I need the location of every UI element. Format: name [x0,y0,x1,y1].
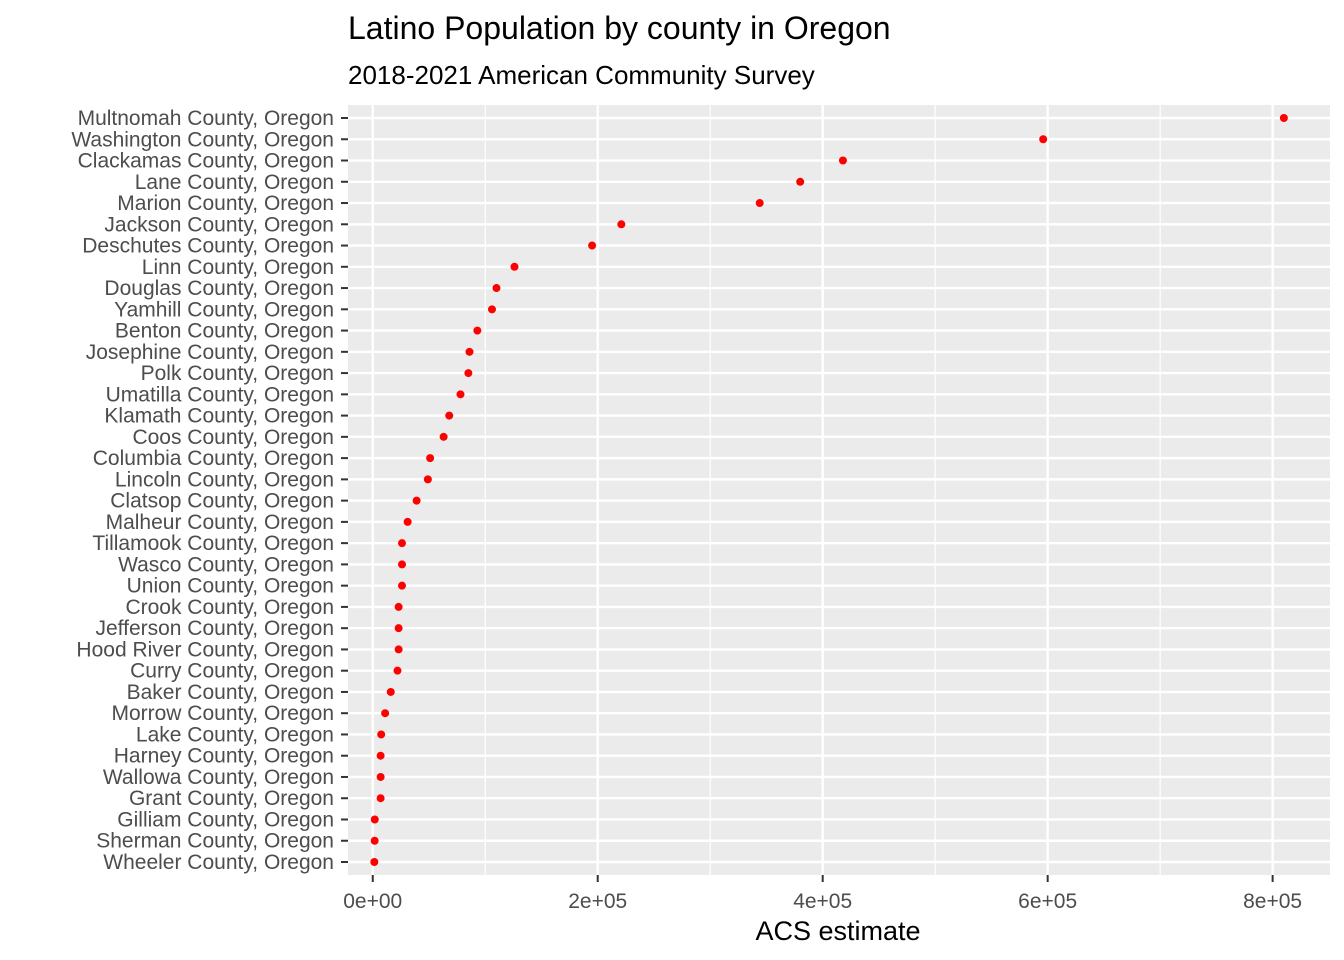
y-tick-label: Josephine County, Oregon [86,341,334,364]
y-tick-label: Washington County, Oregon [71,128,334,151]
y-tick-label: Jackson County, Oregon [104,213,334,236]
y-tick-label: Umatilla County, Oregon [106,383,334,406]
y-tick-label: Lake County, Oregon [136,723,334,746]
y-tick-label: Clatsop County, Oregon [110,490,334,513]
y-tick-label: Jefferson County, Oregon [95,617,334,640]
data-point [397,560,406,569]
data-point [439,432,448,441]
x-tick-label: 6e+05 [1018,890,1077,913]
y-tick-label: Malheur County, Oregon [106,511,334,534]
data-point [796,177,805,186]
y-tick-label: Klamath County, Oregon [104,405,334,428]
data-point [370,815,379,824]
y-tick-label: Grant County, Oregon [129,787,334,810]
y-tick-label: Union County, Oregon [127,575,334,598]
y-tick-label: Lincoln County, Oregon [115,468,334,491]
chart-title: Latino Population by county in Oregon [348,10,891,46]
y-tick-label: Gilliam County, Oregon [117,808,334,831]
y-tick-label: Sherman County, Oregon [96,830,334,853]
data-point [381,709,390,718]
data-point [394,602,403,611]
y-tick-label: Yamhill County, Oregon [114,298,334,321]
data-point [755,199,764,208]
data-point [397,539,406,548]
data-point [1039,135,1048,144]
y-tick-label: Wasco County, Oregon [118,553,334,576]
data-point [617,220,626,229]
plot-panel [348,105,1330,875]
data-point [386,687,395,696]
data-point [376,751,385,760]
data-point [492,284,501,293]
y-tick-label: Tillamook County, Oregon [92,532,334,555]
data-points [370,114,1288,866]
y-tick-label: Wheeler County, Oregon [103,851,334,874]
y-tick-label: Crook County, Oregon [125,596,334,619]
y-tick-label: Coos County, Oregon [132,426,334,449]
y-tick-label: Lane County, Oregon [135,171,334,194]
x-tick-label: 2e+05 [568,890,627,913]
y-tick-label: Multnomah County, Oregon [78,107,334,130]
data-point [473,326,482,335]
data-point [370,858,379,866]
data-point [403,517,412,526]
data-point [426,454,435,463]
data-point [394,624,403,633]
y-tick-label: Douglas County, Oregon [104,277,334,300]
data-point [464,369,473,378]
y-tick-label: Marion County, Oregon [117,192,334,215]
y-tick-label: Harney County, Oregon [114,745,334,768]
data-point [376,772,385,781]
y-tick-label: Morrow County, Oregon [111,702,334,725]
y-tick-label: Baker County, Oregon [127,681,334,704]
x-axis: 0e+00 2e+05 4e+05 6e+05 8e+05 [343,875,1302,913]
data-point [445,411,454,420]
data-point [370,836,379,845]
data-point [376,794,385,803]
y-tick-label: Polk County, Oregon [141,362,334,385]
data-point [397,581,406,590]
data-point [456,390,465,399]
x-axis-label: ACS estimate [755,916,920,946]
data-point [1279,114,1288,122]
y-tick-label: Hood River County, Oregon [76,638,334,661]
x-tick-label: 4e+05 [793,890,852,913]
y-tick-label: Curry County, Oregon [130,660,334,683]
data-point [423,475,432,484]
data-point [588,241,597,250]
x-tick-label: 0e+00 [343,890,402,913]
y-tick-label: Deschutes County, Oregon [82,235,334,258]
data-point [465,347,474,356]
minor-gridlines [484,105,1161,875]
data-point [510,262,519,271]
x-tick-label: 8e+05 [1243,890,1302,913]
chart-subtitle: 2018-2021 American Community Survey [348,60,815,90]
major-gridlines [348,105,1330,875]
y-tick-label: Benton County, Oregon [115,320,334,343]
data-point [838,156,847,165]
data-point [412,496,421,505]
y-tick-label: Clackamas County, Oregon [78,150,334,173]
data-point [394,645,403,654]
data-point [487,305,496,314]
y-tick-label: Columbia County, Oregon [93,447,334,470]
y-tick-label: Linn County, Oregon [142,256,334,279]
y-tick-label: Wallowa County, Oregon [103,766,334,789]
data-point [393,666,402,675]
data-point [377,730,386,739]
